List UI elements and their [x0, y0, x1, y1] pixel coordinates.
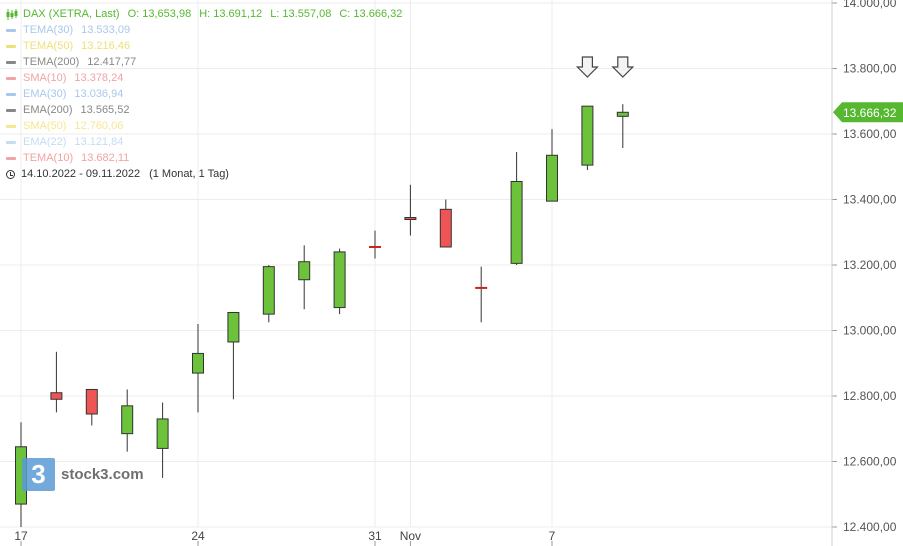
- indicator-swatch: [6, 28, 16, 32]
- date-range-row: 14.10.2022 - 09.11.2022 (1 Monat, 1 Tag): [6, 166, 402, 182]
- open-value: O: 13,653,98: [127, 8, 192, 20]
- signal-arrow-icon: [611, 56, 635, 78]
- candle-body-up: [227, 311, 240, 343]
- indicator-row: EMA(200) 13.565,52: [6, 102, 402, 118]
- date-range: 14.10.2022 - 09.11.2022: [21, 168, 141, 180]
- candle-body-up: [298, 261, 311, 281]
- signal-arrow-icon: [575, 56, 599, 78]
- y-tick-label: 13.800,00: [843, 62, 897, 76]
- y-tick-label: 12.400,00: [843, 520, 897, 534]
- indicator-swatch: [6, 156, 16, 160]
- x-tick-label: Nov: [400, 529, 421, 543]
- high-value: H: 13.691,12: [199, 8, 263, 20]
- chart-legend: DAX (XETRA, Last) O: 13,653,98 H: 13.691…: [6, 6, 402, 182]
- indicator-value: 13.533,09: [81, 24, 131, 36]
- candle-body: [369, 245, 381, 248]
- x-tick-label: 17: [14, 529, 28, 543]
- y-tick-label: 12.800,00: [843, 389, 897, 403]
- indicator-value: 13.121,84: [74, 136, 124, 148]
- indicator-row: TEMA(10) 13.682,11: [6, 150, 402, 166]
- candlestick-icon: [6, 8, 18, 20]
- candle-body-down: [85, 388, 98, 415]
- indicator-swatch: [6, 124, 16, 128]
- clock-icon: [6, 169, 15, 179]
- stock3-logo: 3 stock3.com: [22, 458, 144, 491]
- indicator-name: TEMA(200): [23, 56, 80, 68]
- y-tick-label: 13.200,00: [843, 258, 897, 272]
- indicator-swatch: [6, 76, 16, 80]
- indicator-name: EMA(200): [23, 104, 73, 116]
- candle-body-up: [616, 111, 629, 117]
- x-tick-label: 24: [191, 529, 205, 543]
- indicator-value: 12.417,77: [87, 56, 137, 68]
- indicator-row: TEMA(30) 13.533,09: [6, 22, 402, 38]
- instrument-title: DAX (XETRA, Last): [23, 8, 120, 20]
- indicator-row: TEMA(50) 13.216,46: [6, 38, 402, 54]
- indicator-swatch: [6, 44, 16, 48]
- indicator-row: EMA(22) 13.121,84: [6, 134, 402, 150]
- indicator-name: SMA(50): [23, 120, 67, 132]
- indicator-swatch: [6, 108, 16, 112]
- candle-body-up: [121, 405, 134, 435]
- y-tick-label: 13.000,00: [843, 324, 897, 338]
- last-price-tag: [833, 102, 903, 123]
- x-tick-label: 7: [549, 529, 556, 543]
- indicator-name: TEMA(50): [23, 40, 74, 52]
- indicator-value: 13.378,24: [74, 72, 124, 84]
- candle-body-down: [439, 208, 452, 248]
- candle-body-up: [581, 105, 594, 166]
- candle-body-up: [510, 180, 523, 264]
- indicator-swatch: [6, 60, 16, 64]
- y-tick-label: 12.600,00: [843, 455, 897, 469]
- candle-body-down: [404, 217, 417, 221]
- candle-body-up: [156, 418, 169, 449]
- indicator-name: TEMA(10): [23, 152, 74, 164]
- indicator-name: TEMA(30): [23, 24, 74, 36]
- low-value: L: 13.557,08: [270, 8, 332, 20]
- indicator-row: EMA(30) 13.036,94: [6, 86, 402, 102]
- logo-mark: 3: [22, 458, 55, 491]
- candle-body-up: [333, 251, 346, 309]
- x-tick-label: 31: [368, 529, 382, 543]
- y-tick-label: 13.600,00: [843, 127, 897, 141]
- indicator-value: 13.565,52: [80, 104, 130, 116]
- last-price-label: 13.666,32: [843, 106, 897, 120]
- indicator-row: SMA(10) 13.378,24: [6, 70, 402, 86]
- candle-body-down: [50, 392, 63, 400]
- logo-text: stock3.com: [61, 466, 144, 483]
- indicator-value: 13.036,94: [74, 88, 124, 100]
- indicator-value: 12.760,06: [74, 120, 124, 132]
- indicator-value: 13.216,46: [81, 40, 131, 52]
- legend-header: DAX (XETRA, Last) O: 13,653,98 H: 13.691…: [6, 6, 402, 22]
- candle-body-up: [262, 266, 275, 315]
- candle-body-up: [546, 154, 558, 202]
- indicator-list: TEMA(30) 13.533,09 TEMA(50) 13.216,46 TEMA(2…: [6, 22, 402, 166]
- y-tick-label: 14.000,00: [843, 0, 897, 10]
- y-tick-label: 13.400,00: [843, 193, 897, 207]
- indicator-value: 13.682,11: [81, 152, 130, 164]
- indicator-swatch: [6, 92, 16, 96]
- close-value: C: 13.666,32: [339, 8, 403, 20]
- candle-body: [475, 286, 488, 289]
- indicator-name: SMA(10): [23, 72, 67, 84]
- candle-body-up: [192, 352, 204, 374]
- indicator-name: EMA(30): [23, 88, 67, 100]
- indicator-swatch: [6, 140, 16, 144]
- indicator-row: TEMA(200) 12.417,77: [6, 54, 402, 70]
- period-label: (1 Monat, 1 Tag): [149, 168, 229, 180]
- indicator-name: EMA(22): [23, 136, 67, 148]
- indicator-row: SMA(50) 12.760,06: [6, 118, 402, 134]
